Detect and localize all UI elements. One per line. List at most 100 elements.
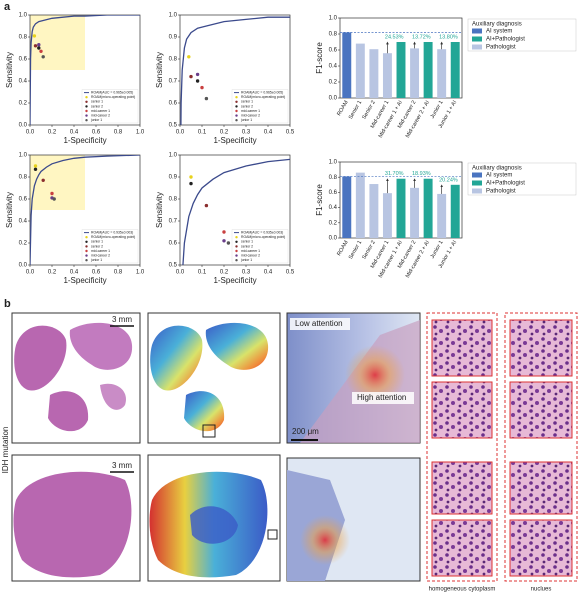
y-tick-label: 0.6	[169, 241, 178, 247]
y-tick-label: 0.2	[329, 80, 338, 86]
heatmap	[184, 391, 225, 432]
reader-point	[189, 175, 193, 179]
legend-swatch	[85, 236, 88, 239]
annotation: 20.24%	[439, 177, 458, 183]
legend-box	[81, 89, 139, 124]
x-tick-label: 0.5	[286, 270, 295, 276]
roc-curve	[30, 15, 140, 125]
annotation: 13.80%	[439, 34, 458, 40]
plot-frame	[29, 154, 141, 266]
legend-swatch	[472, 180, 482, 186]
x-tick-label: 0.6	[92, 270, 101, 276]
bar	[382, 53, 392, 98]
legend-label: senior 1	[91, 100, 103, 104]
legend-swatch	[235, 96, 238, 99]
legend-box	[467, 162, 577, 196]
legend-swatch	[235, 259, 238, 262]
crop	[431, 319, 493, 377]
reader-point	[195, 72, 200, 77]
panel-label: a	[4, 1, 11, 13]
reader-point	[204, 203, 209, 208]
bar	[423, 42, 433, 98]
legend-label: ROAM(AUC = 0.935±0.003)	[91, 230, 133, 234]
legend-swatch	[472, 188, 482, 194]
label-bg	[352, 392, 414, 404]
plot-frame	[179, 154, 291, 266]
legend-label: senior 1	[241, 240, 253, 244]
x-tick-label: 0.0	[176, 270, 185, 276]
legend-box	[231, 229, 289, 264]
y-tick-label: 0.8	[169, 197, 178, 203]
legend-label: mid-career 2	[91, 253, 110, 257]
y-tick-label: 0.0	[19, 123, 28, 129]
x-tick-label: 0.4	[70, 130, 79, 136]
reader-point	[52, 197, 56, 201]
crop	[431, 461, 493, 515]
y-tick-label: 1.0	[329, 16, 338, 22]
legend-swatch	[235, 114, 238, 117]
x-tick-label: 0.0	[26, 270, 35, 276]
scale-label: 3 mm	[112, 461, 132, 470]
x-tick-label: 0.2	[220, 270, 229, 276]
legend-swatch	[85, 96, 88, 99]
legend-swatch	[235, 249, 238, 253]
reader-point	[195, 79, 200, 83]
y-tick-label: 0.8	[329, 175, 338, 181]
legend-label: AI system	[486, 29, 512, 35]
legend-label: ROAM(AUC = 0.935±0.003)	[241, 230, 283, 234]
reader-point	[37, 43, 41, 47]
y-tick-label: 0.5	[169, 263, 178, 269]
bar	[437, 49, 447, 98]
tissue	[13, 471, 132, 578]
legend-label: ROAM(micro-operating point)	[91, 95, 135, 99]
legend-swatch	[85, 119, 88, 122]
reader-point	[204, 96, 209, 101]
tissue	[14, 325, 67, 391]
legend-swatch	[472, 28, 482, 34]
legend-swatch	[85, 105, 88, 108]
y-tick-label: 1.0	[19, 153, 28, 159]
tissue	[48, 391, 89, 432]
legend-swatch	[235, 236, 238, 239]
y-tick-label: 1.0	[19, 13, 28, 19]
legend-swatch	[85, 100, 88, 104]
legend-swatch	[235, 245, 238, 248]
caption: homogeneous cytoplasm	[429, 587, 496, 593]
y-tick-label: 0.4	[19, 219, 28, 225]
hotspot	[345, 345, 405, 405]
reader-point	[187, 55, 191, 59]
legend-title: Auxiliary diagnosis	[472, 166, 522, 172]
legend-label: ROAM(AUC = 0.965±0.005)	[241, 90, 283, 94]
y-tick-label: 0.6	[19, 197, 28, 203]
legend-swatch	[85, 109, 88, 113]
annotation: 24.53%	[385, 34, 404, 40]
heatmap	[205, 322, 269, 370]
plot-area	[182, 158, 290, 265]
legend-box	[81, 229, 139, 264]
y-tick-label: 0.7	[169, 79, 178, 85]
y-tick-label: 0.0	[329, 236, 338, 242]
reader-point	[189, 181, 193, 186]
x-tick-label: 0.4	[70, 270, 79, 276]
plot-frame	[179, 14, 291, 126]
legend-swatch	[235, 105, 238, 108]
x-axis-label: 1-Specificity	[213, 276, 256, 285]
x-tick-label: 0.1	[198, 270, 207, 276]
y-tick-label: 0.8	[19, 175, 28, 181]
legend-swatch	[85, 240, 88, 243]
x-tick-label: 0.8	[114, 130, 123, 136]
crop	[509, 319, 573, 377]
reader-point	[41, 178, 45, 182]
roc-curve	[30, 155, 140, 265]
zoom-highlight	[30, 155, 85, 210]
bar	[342, 32, 352, 98]
reader-point	[189, 74, 193, 79]
legend-swatch	[472, 36, 482, 42]
x-tick-label: 0.2	[48, 130, 57, 136]
x-tick-label: 0.0	[26, 130, 35, 136]
tissue	[100, 383, 126, 410]
crop-group	[426, 312, 498, 582]
reader-point	[50, 191, 54, 196]
reader-point	[200, 85, 204, 90]
x-tick-label: 1.0	[136, 130, 145, 136]
